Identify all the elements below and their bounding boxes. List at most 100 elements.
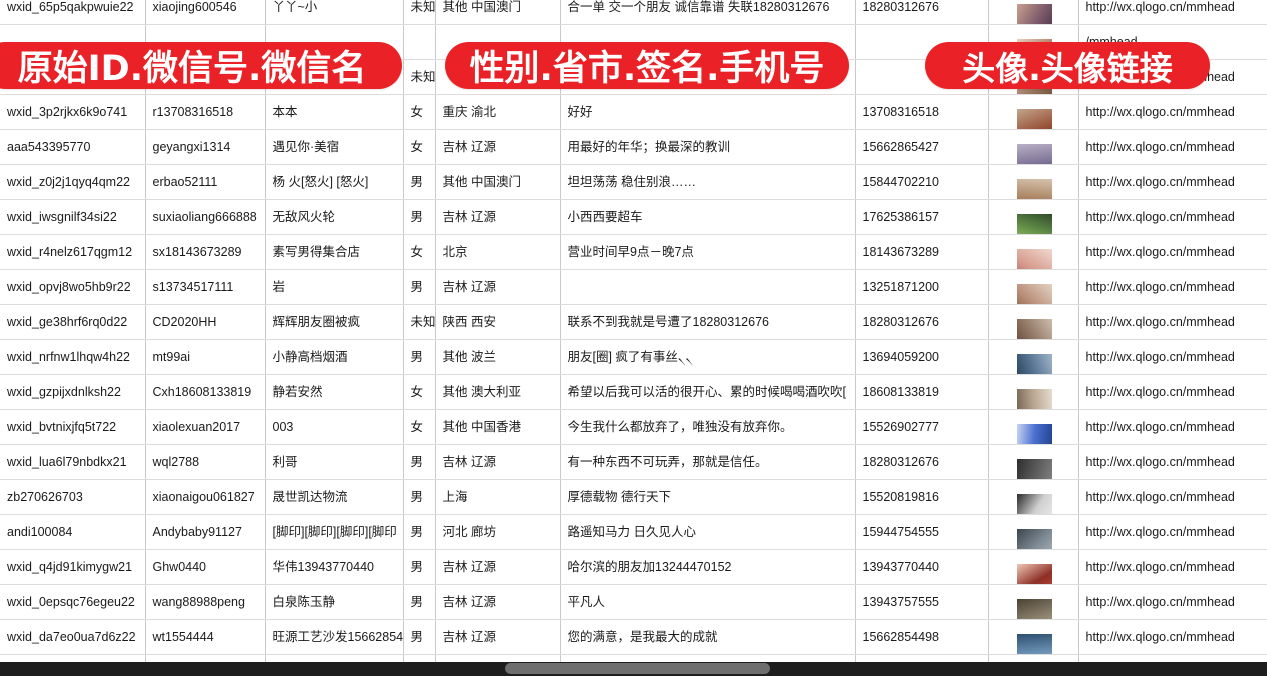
- cell-origin_id[interactable]: aaa543395770: [0, 129, 146, 165]
- cell-nickname[interactable]: 丫丫~小: [265, 0, 404, 25]
- cell-origin_id[interactable]: wxid_0epsqc76egeu22: [0, 584, 146, 620]
- cell-phone[interactable]: 18280312676: [855, 0, 989, 25]
- cell-origin_id[interactable]: wxid_da7eo0ua7d6z22: [0, 619, 146, 655]
- cell-avatar[interactable]: [988, 339, 1079, 375]
- cell-avatar[interactable]: [988, 409, 1079, 445]
- cell-nickname[interactable]: 003: [265, 409, 404, 445]
- cell-avatar[interactable]: [988, 269, 1079, 305]
- cell-signature[interactable]: 坦坦荡荡 稳住别浪……: [560, 164, 856, 200]
- cell-province[interactable]: 其他 中国澳门: [435, 164, 561, 200]
- table-row[interactable]: andi100084 Andybaby91127 [脚印][脚印][脚印][脚印男河…: [0, 514, 1267, 550]
- table-row[interactable]: wxid_3p2rjkx6k9o741 r13708316518 本本女重庆 渝北好…: [0, 94, 1267, 130]
- cell-nickname[interactable]: 辉辉朋友圈被疯: [265, 304, 404, 340]
- table-row[interactable]: wxid_da7eo0ua7d6z22 wt1554444 旺源工艺沙发156628…: [0, 619, 1267, 655]
- cell-nickname[interactable]: 遇见你·美宿: [265, 129, 404, 165]
- cell-province[interactable]: 河北 廊坊: [435, 514, 561, 550]
- table-row[interactable]: wxid_iwsgnilf34si22 suxiaoliang666888 无敌风火…: [0, 199, 1267, 235]
- cell-avatar_url[interactable]: http://wx.qlogo.cn/mmhead: [1078, 444, 1267, 480]
- cell-gender[interactable]: 未知: [403, 59, 436, 95]
- cell-nickname[interactable]: 无敌风火轮: [265, 199, 404, 235]
- cell-gender[interactable]: 男: [403, 444, 436, 480]
- cell-phone[interactable]: 13943770440: [855, 549, 989, 585]
- cell-avatar[interactable]: [988, 234, 1079, 270]
- cell-wxid[interactable]: xiaonaigou061827: [145, 479, 266, 515]
- cell-gender[interactable]: 男: [403, 479, 436, 515]
- cell-signature[interactable]: 厚德载物 德行天下: [560, 479, 856, 515]
- cell-province[interactable]: 重庆 渝北: [435, 94, 561, 130]
- cell-signature[interactable]: 小西西要超车: [560, 199, 856, 235]
- cell-province[interactable]: 吉林 辽源: [435, 619, 561, 655]
- table-row[interactable]: wxid_nrfnw1lhqw4h22 mt99ai 小静高档烟酒男其他 波兰 朋友[…: [0, 339, 1267, 375]
- cell-nickname[interactable]: 晟世凯达物流: [265, 479, 404, 515]
- table-row[interactable]: wxid_q4jd91kimygw21 Ghw0440 华伟13943770440 男…: [0, 549, 1267, 585]
- cell-gender[interactable]: 男: [403, 199, 436, 235]
- cell-avatar_url[interactable]: http://wx.qlogo.cn/mmhead: [1078, 0, 1267, 25]
- table-row[interactable]: wxid_gzpijxdnlksh22 Cxh18608133819 静若安然女其他…: [0, 374, 1267, 410]
- cell-gender[interactable]: [403, 24, 436, 60]
- cell-nickname[interactable]: 利哥: [265, 444, 404, 480]
- cell-signature[interactable]: 朋友[圈] 疯了有事丝৲৲: [560, 339, 856, 375]
- table-row[interactable]: wxid_opvj8wo5hb9r22 s13734517111 岩男吉林 辽源 13…: [0, 269, 1267, 305]
- cell-avatar_url[interactable]: http://wx.qlogo.cn/mmhead: [1078, 164, 1267, 200]
- cell-phone[interactable]: 15662865427: [855, 129, 989, 165]
- cell-avatar[interactable]: [988, 94, 1079, 130]
- cell-wxid[interactable]: Cxh18608133819: [145, 374, 266, 410]
- table-row[interactable]: wxid_0epsqc76egeu22 wang88988peng 白泉陈玉静男吉林…: [0, 584, 1267, 620]
- cell-origin_id[interactable]: wxid_65p5qakpwuie22: [0, 0, 146, 25]
- cell-gender[interactable]: 未知: [403, 0, 436, 25]
- cell-phone[interactable]: 13694059200: [855, 339, 989, 375]
- cell-wxid[interactable]: wt1554444: [145, 619, 266, 655]
- cell-gender[interactable]: 未知: [403, 304, 436, 340]
- horizontal-scrollbar-thumb[interactable]: [505, 663, 770, 674]
- cell-nickname[interactable]: 白泉陈玉静: [265, 584, 404, 620]
- cell-phone[interactable]: 18608133819: [855, 374, 989, 410]
- cell-province[interactable]: 吉林 辽源: [435, 549, 561, 585]
- cell-avatar_url[interactable]: http://wx.qlogo.cn/mmhead: [1078, 269, 1267, 305]
- cell-origin_id[interactable]: wxid_z0j2j1qyq4qm22: [0, 164, 146, 200]
- cell-origin_id[interactable]: wxid_opvj8wo5hb9r22: [0, 269, 146, 305]
- cell-wxid[interactable]: r13708316518: [145, 94, 266, 130]
- cell-phone[interactable]: 15520819816: [855, 479, 989, 515]
- cell-gender[interactable]: 女: [403, 129, 436, 165]
- cell-wxid[interactable]: xiaojing600546: [145, 0, 266, 25]
- cell-nickname[interactable]: 杨 火[怒火] [怒火]: [265, 164, 404, 200]
- cell-nickname[interactable]: [脚印][脚印][脚印][脚印: [265, 514, 404, 550]
- cell-signature[interactable]: 哈尔滨的朋友加13244470152: [560, 549, 856, 585]
- cell-signature[interactable]: [560, 269, 856, 305]
- cell-signature[interactable]: 您的满意，是我最大的成就: [560, 619, 856, 655]
- cell-avatar_url[interactable]: http://wx.qlogo.cn/mmhead: [1078, 514, 1267, 550]
- cell-gender[interactable]: 男: [403, 514, 436, 550]
- cell-origin_id[interactable]: andi100084: [0, 514, 146, 550]
- cell-gender[interactable]: 男: [403, 549, 436, 585]
- cell-avatar_url[interactable]: http://wx.qlogo.cn/mmhead: [1078, 304, 1267, 340]
- cell-origin_id[interactable]: wxid_ge38hrf6rq0d22: [0, 304, 146, 340]
- cell-gender[interactable]: 女: [403, 409, 436, 445]
- cell-province[interactable]: 吉林 辽源: [435, 584, 561, 620]
- cell-avatar[interactable]: [988, 549, 1079, 585]
- cell-gender[interactable]: 女: [403, 234, 436, 270]
- cell-gender[interactable]: 男: [403, 619, 436, 655]
- cell-wxid[interactable]: xiaolexuan2017: [145, 409, 266, 445]
- cell-origin_id[interactable]: wxid_r4nelz617qgm12: [0, 234, 146, 270]
- cell-origin_id[interactable]: wxid_gzpijxdnlksh22: [0, 374, 146, 410]
- cell-avatar[interactable]: [988, 0, 1079, 25]
- cell-wxid[interactable]: Ghw0440: [145, 549, 266, 585]
- cell-phone[interactable]: 18280312676: [855, 304, 989, 340]
- cell-wxid[interactable]: mt99ai: [145, 339, 266, 375]
- cell-avatar[interactable]: [988, 619, 1079, 655]
- cell-province[interactable]: 其他 澳大利亚: [435, 374, 561, 410]
- table-row[interactable]: wxid_ge38hrf6rq0d22 CD2020HH 辉辉朋友圈被疯 未知 陕西 西…: [0, 304, 1267, 340]
- cell-province[interactable]: 其他 波兰: [435, 339, 561, 375]
- cell-signature[interactable]: 今生我什么都放弃了，唯独没有放弃你。: [560, 409, 856, 445]
- cell-province[interactable]: 其他 中国澳门: [435, 0, 561, 25]
- cell-nickname[interactable]: 旺源工艺沙发15662854: [265, 619, 404, 655]
- cell-avatar[interactable]: [988, 199, 1079, 235]
- cell-origin_id[interactable]: wxid_nrfnw1lhqw4h22: [0, 339, 146, 375]
- cell-origin_id[interactable]: wxid_lua6l79nbdkx21: [0, 444, 146, 480]
- cell-avatar_url[interactable]: http://wx.qlogo.cn/mmhead: [1078, 199, 1267, 235]
- cell-nickname[interactable]: 素写男得集合店: [265, 234, 404, 270]
- table-row[interactable]: aaa543395770 geyangxi1314 遇见你·美宿女吉林 辽源 用最好的…: [0, 129, 1267, 165]
- cell-gender[interactable]: 女: [403, 94, 436, 130]
- table-row[interactable]: wxid_65p5qakpwuie22 xiaojing600546 丫丫~小 未知其…: [0, 0, 1267, 25]
- cell-nickname[interactable]: 小静高档烟酒: [265, 339, 404, 375]
